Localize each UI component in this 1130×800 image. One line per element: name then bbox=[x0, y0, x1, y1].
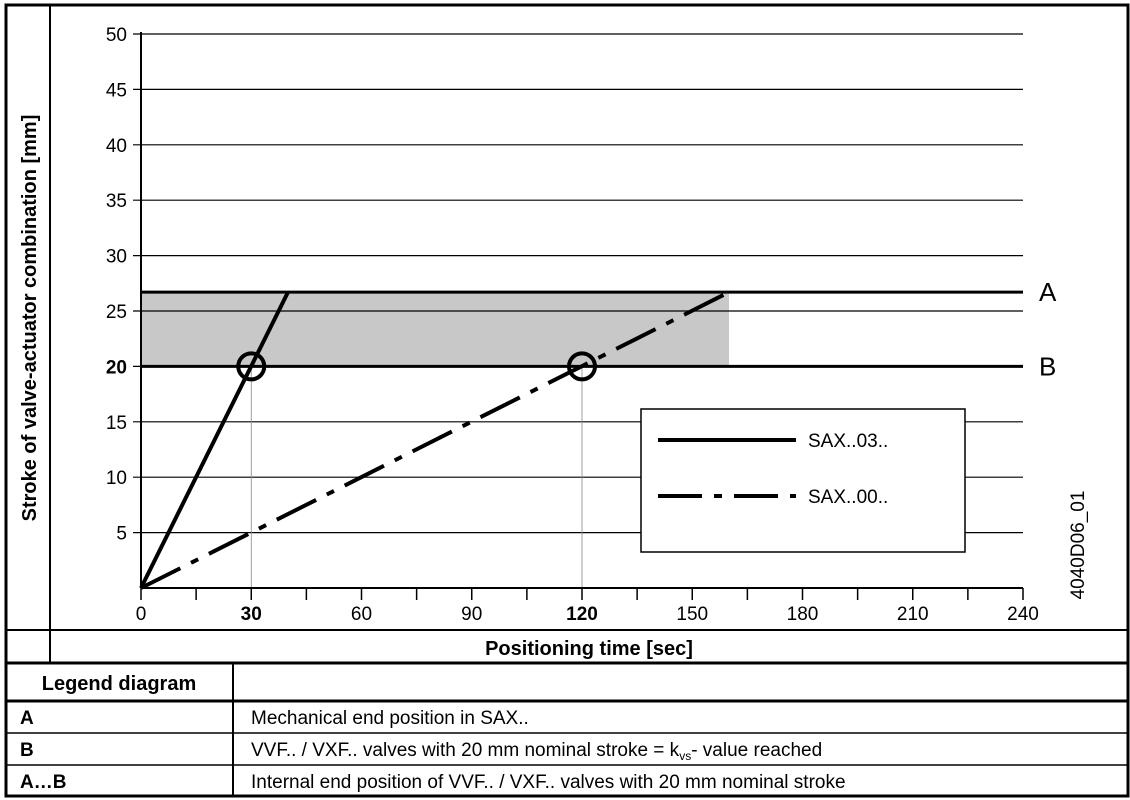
x-tick-label: 180 bbox=[787, 604, 819, 625]
text-part-end: - value reached bbox=[691, 740, 822, 761]
table-row-key: A…B bbox=[20, 772, 66, 793]
table-row-text: VVF.. / VXF.. valves with 20 mm nominal … bbox=[251, 740, 822, 763]
outer-border bbox=[4, 3, 1130, 798]
series-line bbox=[140, 290, 730, 590]
x-axis-ticks: 0 30 60 90 120 150 180 210 240 bbox=[136, 588, 1039, 625]
series-lines bbox=[139, 290, 730, 590]
y-tick-label: 50 bbox=[106, 25, 127, 46]
y-axis-label: Stroke of valve-actuator combination [mm… bbox=[19, 115, 41, 522]
table-row-key: B bbox=[20, 740, 34, 761]
x-tick-label: 120 bbox=[566, 604, 598, 625]
chart-legend: SAX..03.. SAX..00.. bbox=[640, 408, 966, 553]
table-row-text: Mechanical end position in SAX.. bbox=[251, 708, 529, 729]
x-tick-label: 0 bbox=[136, 604, 147, 625]
y-tick-label: 35 bbox=[106, 191, 127, 212]
circle-marker bbox=[236, 351, 267, 382]
legend-entry-sax00: SAX..00.. bbox=[808, 487, 888, 508]
y-axis-ticks: 5 10 15 20 25 30 35 40 45 50 bbox=[106, 25, 127, 545]
x-tick-label: 240 bbox=[1007, 604, 1039, 625]
y-tick-label: 15 bbox=[106, 413, 127, 434]
y-tick-label: 5 bbox=[116, 524, 127, 545]
y-tick-label: 40 bbox=[106, 136, 127, 157]
text-part: VVF.. / VXF.. valves with 20 mm nominal … bbox=[251, 740, 680, 761]
y-tick-label: 25 bbox=[106, 302, 127, 323]
x-tick-label: 60 bbox=[351, 604, 372, 625]
legend-table-header: Legend diagram bbox=[42, 673, 196, 695]
x-tick-label: 30 bbox=[241, 604, 262, 625]
reference-label: B bbox=[1039, 351, 1056, 381]
marker-guides bbox=[250, 366, 583, 588]
subscript-kvs: vs bbox=[679, 749, 691, 763]
y-tick-label: 45 bbox=[106, 80, 127, 101]
legend-entry-sax03: SAX..03.. bbox=[808, 431, 888, 452]
x-tick-label: 150 bbox=[676, 604, 708, 625]
y-tick-label: 20 bbox=[106, 357, 127, 378]
legend-box bbox=[640, 408, 966, 553]
circle-marker bbox=[567, 351, 597, 382]
x-tick-label: 90 bbox=[461, 604, 482, 625]
x-axis-label: Positioning time [sec] bbox=[485, 638, 693, 660]
series-line bbox=[139, 291, 290, 589]
y-tick-label: 30 bbox=[106, 247, 127, 268]
circle-markers bbox=[236, 351, 597, 382]
internal-end-position-band bbox=[141, 292, 729, 367]
reference-label: A bbox=[1039, 277, 1057, 307]
table-row-key: A bbox=[20, 708, 34, 729]
legend-table: Legend diagram A Mechanical end position… bbox=[6, 663, 1128, 796]
x-tick-label: 210 bbox=[897, 604, 929, 625]
y-tick-label: 10 bbox=[106, 468, 127, 489]
table-row-text: Internal end position of VVF.. / VXF.. v… bbox=[251, 772, 846, 793]
side-label: 4040D06_01 bbox=[1068, 491, 1089, 600]
